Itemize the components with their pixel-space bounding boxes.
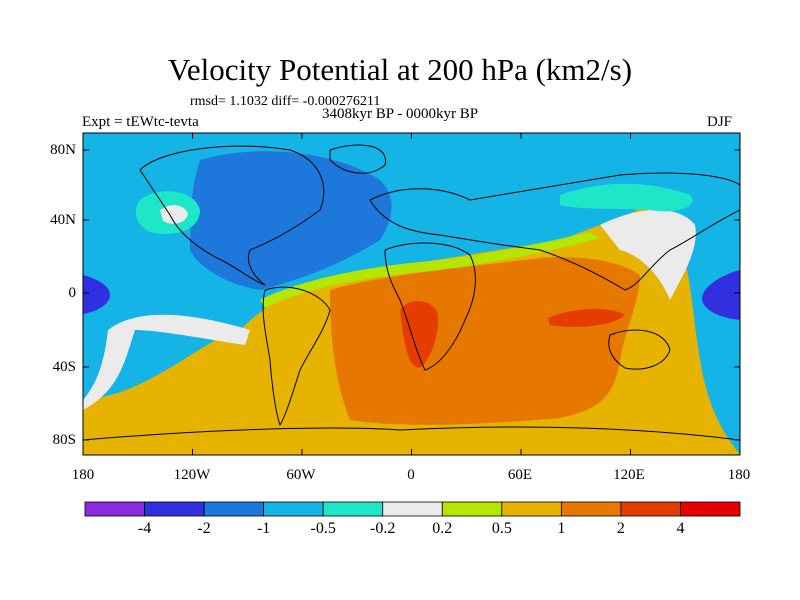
colorbar-label: -1 [256,520,271,537]
colorbar-swatch [322,501,384,517]
colorbar-label: 1 [557,520,566,537]
contour-field [83,133,740,455]
colorbar-label: 0.2 [432,520,453,537]
colorbar-swatch [680,501,741,517]
colorbar [84,501,741,517]
lat-tick-label: 0 [68,285,77,301]
map-title: Velocity Potential at 200 hPa (km2/s) [167,52,633,87]
lon-tick-label: 0 [407,467,415,483]
lat-tick-label: 40N [50,212,76,228]
antarctica-outline [83,426,740,441]
south-america-outline [262,286,331,427]
contour-band-2-indian-ocean [548,308,625,327]
lon-tick-label: 180 [71,467,95,483]
continent-outlines [83,144,740,441]
colorbar-label: 2 [616,520,625,537]
contour-band-minus-1 [190,151,392,290]
colorbar-label: -4 [137,520,152,537]
lat-tick-label: 80S [52,432,76,448]
lon-tick-label: 60E [507,467,533,483]
contour-band-minus-2-east [702,270,740,320]
africa-outline [384,242,476,371]
eurasia-outline [369,172,740,291]
colorbar-label: 0.5 [491,520,512,537]
colorbar-swatch [144,501,205,517]
lat-tick-label: 40S [52,359,76,375]
colorbar-swatch [620,501,681,517]
australia-outline [608,329,671,370]
colorbar-swatch [560,501,622,517]
colorbar-label: 4 [676,520,685,537]
colorbar-label: -0.2 [370,520,396,537]
lat-tick-label: 80N [50,142,76,158]
colorbar-swatch [84,501,145,517]
contour-band-1 [330,257,640,425]
contour-band-0-asia [600,210,696,300]
colorbar-swatch [441,501,503,517]
colorbar-swatch [382,501,443,517]
lon-tick-label: 120E [613,467,645,483]
contour-band-0 [83,314,250,410]
colorbar-swatch [501,501,562,517]
lon-tick-label: 120W [173,467,211,483]
contour-band-2-africa [400,300,439,368]
colorbar-swatch [263,501,324,517]
greenland-outline [329,144,386,174]
stats-text: rmsd= 1.1032 diff= -0.000276211 [190,94,381,109]
lon-tick-label: 60W [286,467,316,483]
axis-ticks [82,133,741,455]
experiment-label: Expt = tEWtc-tevta [82,114,199,130]
contour-band-minus-2-west [83,275,110,314]
colorbar-label: -0.5 [310,520,336,537]
colorbar-label: -2 [197,520,211,537]
period-text: 3408kyr BP - 0000kyr BP [322,106,479,122]
season-label: DJF [707,114,733,130]
colorbar-swatch [203,501,265,517]
contour-band-minus-0.2-asia [560,183,693,212]
north-america-outline [139,145,325,286]
lon-tick-label: 180 [727,467,751,483]
contour-band-0-equator [260,232,600,308]
